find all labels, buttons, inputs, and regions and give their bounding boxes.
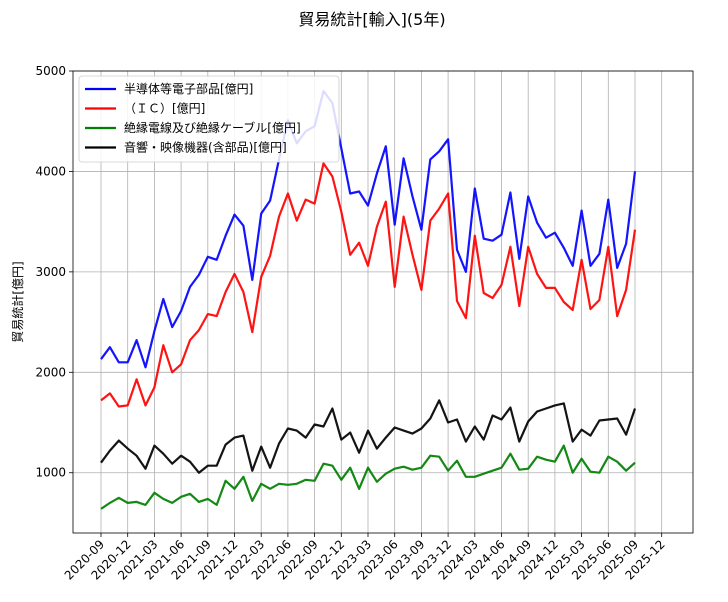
y-tick-label: 3000 [35,265,66,279]
plot-frame [72,70,694,534]
x-axis: 2020-092020-122021-032021-062021-092021-… [62,533,668,583]
legend-box [78,75,340,163]
legend-label-2: （ＩＣ）[億円] [124,102,205,116]
series-line-2 [100,162,637,408]
series-line-4 [100,399,637,474]
series-line-1 [100,89,637,369]
legend-label-4: 音響・映像機器(含部品)[億円] [124,140,287,155]
y-tick-label: 2000 [35,365,66,379]
legend-label-3: 絶縁電線及び絶縁ケーブル[億円] [124,120,301,135]
y-tick-label: 4000 [35,164,66,178]
legend: 半導体等電子部品[億円] （ＩＣ）[億円] 絶縁電線及び絶縁ケーブル[億円] 音響・映… [78,75,340,163]
chart-title: 貿易統計[輸入](5年) [298,10,445,29]
y-axis: 1000 2000 3000 4000 5000 [35,64,73,480]
y-axis-label: 貿易統計[億円] [10,261,25,342]
y-tick-label: 1000 [35,466,66,480]
legend-label-1: 半導体等電子部品[億円] [124,81,253,96]
y-tick-label: 5000 [35,64,66,78]
series-lines [100,89,637,510]
series-line-3 [100,444,636,510]
